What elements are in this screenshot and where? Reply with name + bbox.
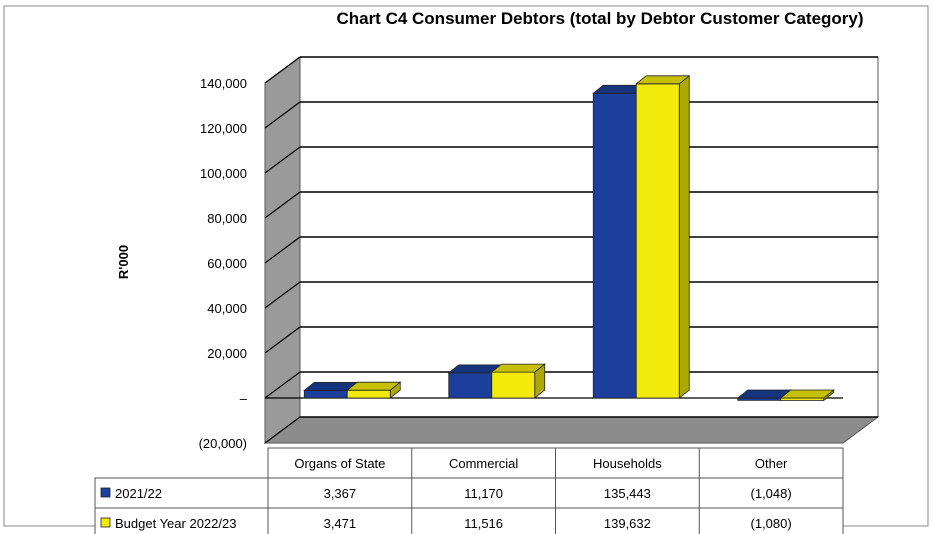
category-label: Other: [755, 456, 788, 471]
data-value: (1,048): [751, 486, 792, 501]
bar: [635, 83, 680, 399]
data-value: (1,080): [751, 516, 792, 531]
y-tick-label: 60,000: [207, 256, 247, 271]
bar: [303, 390, 348, 399]
bar: [491, 371, 536, 399]
legend-swatch: [100, 487, 111, 498]
gridline-side: [264, 191, 301, 219]
y-tick-label: 100,000: [200, 166, 247, 181]
bar-top: [779, 389, 835, 399]
y-tick-label: 140,000: [200, 76, 247, 91]
y-tick-label: 20,000: [207, 346, 247, 361]
data-value: 11,516: [464, 516, 503, 531]
data-value: 11,170: [464, 486, 503, 501]
y-tick-label: (20,000): [199, 436, 247, 451]
gridline-side: [264, 101, 301, 129]
bars: [303, 74, 835, 402]
legend-swatch: [100, 517, 111, 528]
gridline-side: [264, 416, 301, 444]
data-table: Organs of State Commercial Households Other…: [94, 447, 844, 534]
chart-title: Chart C4 Consumer Debtors (total by Debt…: [336, 9, 863, 28]
series-name: 2021/22: [115, 486, 162, 501]
series-name: Budget Year 2022/23: [115, 516, 236, 531]
y-tick-label: –: [240, 391, 248, 406]
data-value: 3,471: [324, 516, 357, 531]
gridline-side: [264, 281, 301, 309]
gridline-side: [264, 371, 301, 399]
bar-top: [635, 75, 691, 85]
data-value: 135,443: [604, 486, 651, 501]
bar: [346, 389, 391, 399]
gridline-side: [264, 326, 301, 354]
bar: [592, 92, 637, 399]
floor: [263, 416, 880, 444]
category-label: Organs of State: [294, 456, 385, 471]
category-label: Households: [593, 456, 662, 471]
y-tick-label: 80,000: [207, 211, 247, 226]
bar-top: [490, 363, 546, 373]
y-axis-ticks: 140,000 120,000 100,000 80,000 60,000 40,000 2…: [199, 76, 248, 451]
y-axis-label: R'000: [116, 245, 131, 279]
gridline-side: [264, 56, 301, 84]
bar: [448, 372, 493, 399]
gridline-side: [264, 146, 301, 174]
table-body: [94, 477, 844, 534]
gridline-side: [264, 236, 301, 264]
data-value: 139,632: [604, 516, 651, 531]
bar-top: [346, 381, 402, 391]
y-tick-label: 40,000: [207, 301, 247, 316]
bar-side: [678, 74, 690, 399]
data-value: 3,367: [324, 486, 357, 501]
category-label: Commercial: [449, 456, 518, 471]
y-tick-label: 120,000: [200, 121, 247, 136]
